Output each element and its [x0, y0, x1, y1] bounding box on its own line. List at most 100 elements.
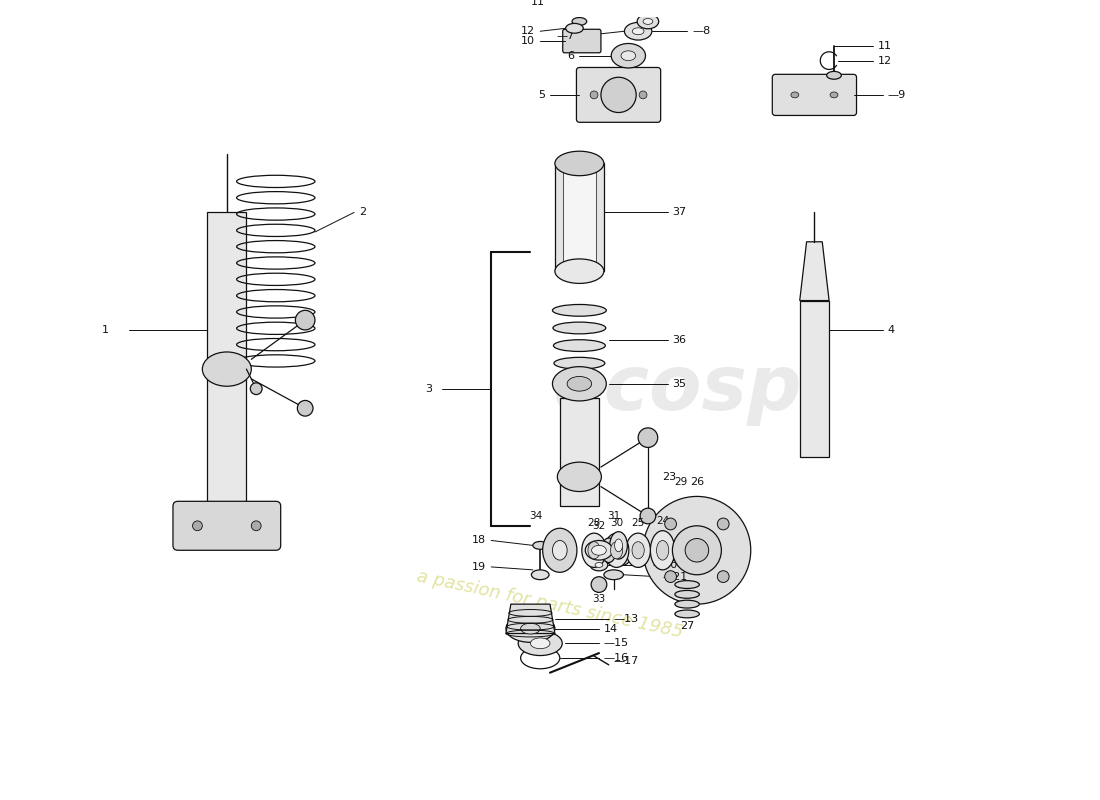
Text: 33: 33: [592, 594, 606, 604]
Bar: [560, 398, 600, 506]
Polygon shape: [207, 213, 246, 526]
Ellipse shape: [610, 542, 623, 559]
Ellipse shape: [608, 554, 629, 566]
Text: —17: —17: [614, 656, 639, 666]
Circle shape: [664, 570, 676, 582]
Text: 37: 37: [672, 207, 686, 218]
Ellipse shape: [604, 533, 629, 567]
Text: 36: 36: [672, 334, 686, 345]
Ellipse shape: [602, 538, 616, 562]
Circle shape: [672, 526, 722, 574]
Ellipse shape: [675, 590, 700, 598]
Ellipse shape: [587, 542, 601, 559]
Ellipse shape: [604, 570, 624, 580]
Text: 3: 3: [426, 384, 432, 394]
Text: 32: 32: [592, 521, 606, 530]
Text: —7: —7: [557, 31, 574, 41]
Ellipse shape: [532, 542, 548, 550]
Text: 5: 5: [538, 90, 546, 100]
FancyBboxPatch shape: [576, 67, 661, 122]
Ellipse shape: [565, 23, 583, 33]
Ellipse shape: [830, 92, 838, 98]
Ellipse shape: [582, 533, 606, 567]
Ellipse shape: [554, 375, 604, 386]
Ellipse shape: [553, 340, 605, 351]
Ellipse shape: [595, 562, 603, 567]
Text: 34: 34: [529, 511, 542, 521]
Circle shape: [644, 497, 751, 604]
Ellipse shape: [609, 532, 627, 559]
Ellipse shape: [615, 539, 623, 552]
Circle shape: [717, 570, 729, 582]
Text: —16: —16: [604, 653, 629, 663]
Text: —21: —21: [662, 572, 688, 582]
FancyBboxPatch shape: [173, 502, 280, 550]
Polygon shape: [800, 242, 829, 301]
Ellipse shape: [621, 51, 636, 61]
Ellipse shape: [632, 542, 645, 559]
Ellipse shape: [650, 530, 675, 570]
Ellipse shape: [520, 623, 540, 634]
Circle shape: [296, 310, 315, 330]
Circle shape: [640, 508, 656, 524]
Text: 1: 1: [102, 325, 109, 335]
Ellipse shape: [644, 18, 652, 24]
Ellipse shape: [591, 559, 608, 571]
Text: 10: 10: [521, 36, 536, 46]
Text: 12: 12: [521, 26, 536, 36]
Ellipse shape: [625, 22, 652, 40]
Ellipse shape: [827, 71, 842, 79]
Text: 4: 4: [888, 325, 895, 335]
Ellipse shape: [585, 541, 613, 560]
Text: 22: 22: [662, 555, 676, 565]
Circle shape: [591, 577, 607, 592]
Ellipse shape: [626, 533, 650, 567]
FancyBboxPatch shape: [772, 74, 857, 115]
Text: ecosp: ecosp: [552, 352, 802, 426]
Ellipse shape: [552, 305, 606, 316]
Circle shape: [601, 78, 636, 113]
Text: 26: 26: [690, 477, 704, 486]
Text: —20: —20: [652, 560, 678, 570]
Bar: [554, 163, 604, 271]
Ellipse shape: [542, 528, 576, 572]
Ellipse shape: [530, 638, 550, 649]
Text: 24: 24: [656, 516, 669, 526]
Polygon shape: [506, 604, 554, 634]
Ellipse shape: [791, 92, 799, 98]
Ellipse shape: [531, 570, 549, 580]
Text: 35: 35: [672, 378, 686, 389]
Text: 31: 31: [607, 511, 620, 521]
FancyBboxPatch shape: [563, 30, 601, 53]
Text: 19: 19: [472, 562, 486, 572]
Text: —15: —15: [604, 638, 629, 648]
Circle shape: [664, 518, 676, 530]
Ellipse shape: [632, 28, 644, 34]
Text: 12: 12: [878, 56, 892, 66]
Ellipse shape: [202, 352, 251, 386]
Text: 18: 18: [472, 535, 486, 546]
Circle shape: [297, 401, 313, 416]
Ellipse shape: [553, 322, 606, 334]
Ellipse shape: [554, 259, 604, 283]
Circle shape: [638, 428, 658, 447]
Ellipse shape: [518, 631, 562, 655]
Ellipse shape: [675, 610, 700, 618]
Text: 11: 11: [531, 0, 546, 7]
Text: —9: —9: [888, 90, 906, 100]
Text: 14: 14: [604, 624, 618, 634]
Ellipse shape: [506, 615, 554, 642]
Text: 6: 6: [568, 50, 574, 61]
Bar: [800, 301, 829, 458]
Text: a passion for parts since 1985: a passion for parts since 1985: [415, 567, 685, 642]
Text: 28: 28: [587, 518, 601, 528]
Ellipse shape: [572, 18, 586, 26]
Ellipse shape: [552, 541, 568, 560]
Circle shape: [591, 91, 598, 99]
Ellipse shape: [554, 358, 605, 369]
Text: 29: 29: [674, 477, 688, 486]
Ellipse shape: [558, 462, 602, 491]
Circle shape: [192, 521, 202, 530]
Ellipse shape: [612, 43, 646, 68]
Ellipse shape: [675, 600, 700, 608]
